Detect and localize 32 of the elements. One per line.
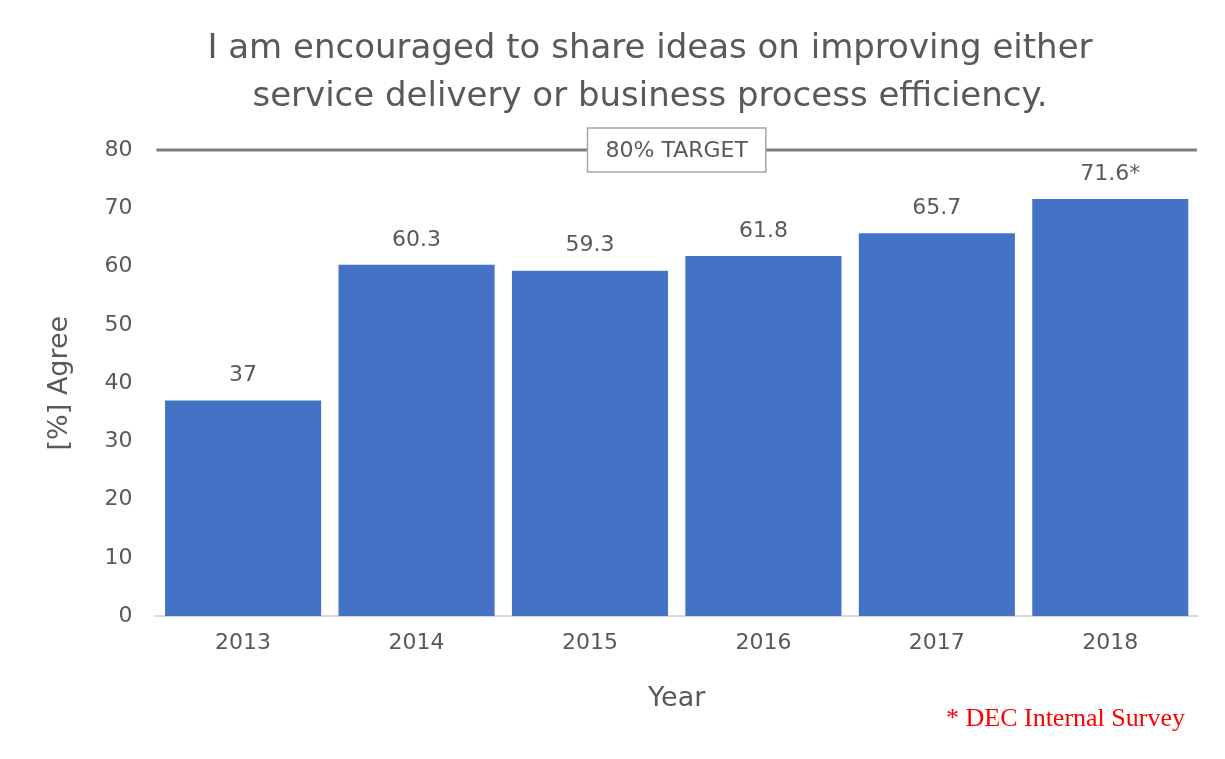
data-label: 65.7 [912,194,962,220]
x-tick-label: 2013 [215,629,272,655]
bar [858,233,1015,617]
x-axis-title: Year [647,680,707,712]
x-tick-label: 2018 [1082,629,1139,655]
y-tick-label: 30 [104,427,133,453]
y-tick-label: 80 [104,135,133,161]
data-label: 37 [229,361,258,387]
y-axis-title: [%] Agree [42,315,74,451]
x-tick-label: 2014 [388,629,445,655]
data-label: 61.8 [738,216,788,242]
bar [165,400,322,617]
x-tick-label: 2017 [908,629,965,655]
y-tick-label: 40 [104,368,133,394]
ref-line-label: 80% TARGET [605,136,749,162]
y-tick-label: 60 [104,252,133,278]
y-tick-label: 0 [118,601,133,627]
x-tick-label: 2015 [561,629,618,655]
chart-title: I am encouraged to share ideas on improving either service delivery or business process efficiency. [206,25,1094,116]
y-tick-label: 20 [104,485,133,511]
y-tick-label: 50 [104,310,133,336]
data-label: 71.6* [1080,159,1141,185]
data-label: 60.3 [392,225,442,251]
y-tick-label: 70 [104,193,133,219]
bar [1032,198,1189,617]
y-tick-label: 10 [104,543,133,569]
x-tick-label: 2016 [735,629,792,655]
bar [685,256,842,617]
bar [511,270,669,617]
text: * DEC Internal Survey [945,703,1185,733]
bar [338,264,495,617]
data-label: 59.3 [565,231,615,257]
